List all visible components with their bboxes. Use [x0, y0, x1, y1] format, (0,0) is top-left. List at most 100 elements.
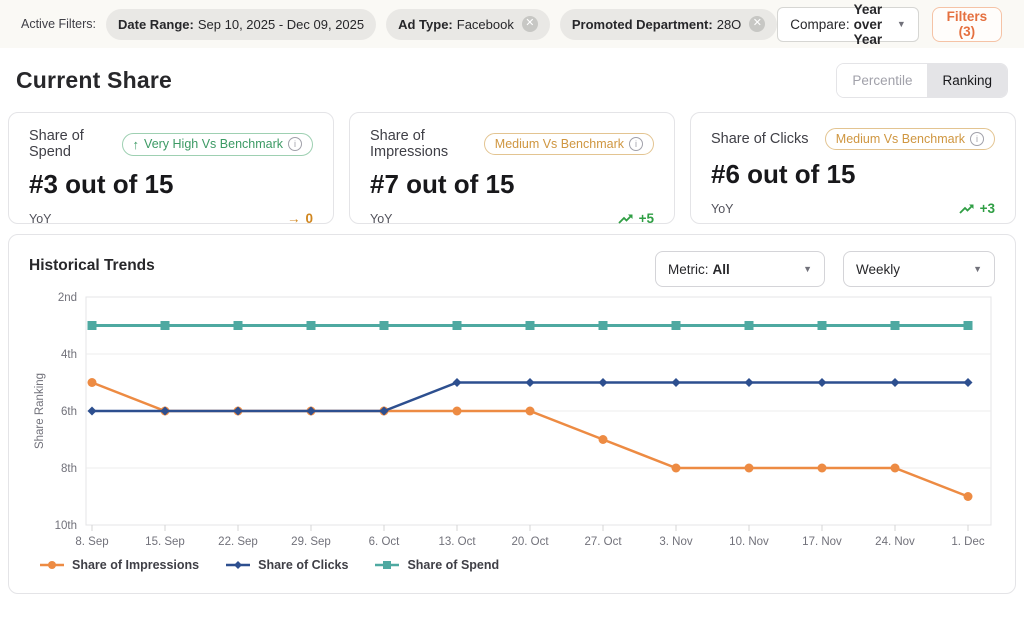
yoy-label: YoY: [370, 212, 392, 226]
info-icon[interactable]: i: [288, 137, 302, 151]
x-tick-label: 13. Oct: [438, 536, 476, 548]
close-icon[interactable]: ✕: [749, 16, 765, 32]
legend-label: Share of Impressions: [72, 558, 199, 572]
card-share-of-impressions: Share of Impressions Medium Vs Benchmark…: [349, 112, 675, 224]
filter-chips: Date Range: Sep 10, 2025 - Dec 09, 2025 …: [106, 9, 777, 40]
data-point[interactable]: [818, 321, 827, 330]
chevron-down-icon: ▼: [897, 19, 906, 29]
x-tick-label: 27. Oct: [584, 536, 622, 548]
yoy-label: YoY: [711, 202, 733, 216]
legend-marker-icon: [374, 559, 400, 571]
chip-date-range-label: Date Range:: [118, 17, 194, 32]
compare-select[interactable]: Compare: Year over Year ▼: [777, 7, 918, 42]
badge-label: Medium Vs Benchmark: [495, 137, 624, 151]
data-point[interactable]: [526, 407, 535, 416]
data-point[interactable]: [964, 492, 973, 501]
yoy-change-value: +3: [980, 201, 995, 216]
badge-label: Very High Vs Benchmark: [144, 137, 283, 151]
info-icon[interactable]: i: [970, 132, 984, 146]
arrow-right-icon: →: [287, 211, 301, 226]
data-point[interactable]: [818, 378, 827, 387]
data-point[interactable]: [891, 464, 900, 473]
current-share-header: Current Share Percentile Ranking: [0, 63, 1024, 98]
chip-ad-type[interactable]: Ad Type: Facebook ✕: [386, 9, 550, 40]
historical-trends-title: Historical Trends: [29, 257, 155, 275]
legend-item[interactable]: Share of Impressions: [39, 558, 199, 572]
compare-value: Year over Year: [854, 2, 893, 47]
x-tick-label: 10. Nov: [729, 536, 769, 548]
x-tick-label: 6. Oct: [369, 536, 400, 548]
data-point[interactable]: [88, 378, 97, 387]
legend-label: Share of Spend: [407, 558, 499, 572]
chevron-down-icon: ▼: [973, 264, 982, 274]
chip-ad-type-label: Ad Type:: [398, 17, 453, 32]
data-point[interactable]: [453, 407, 462, 416]
data-point[interactable]: [745, 464, 754, 473]
rank-value: #7 out of 15: [370, 169, 654, 200]
toggle-percentile[interactable]: Percentile: [837, 64, 927, 97]
x-tick-label: 3. Nov: [659, 536, 692, 548]
legend-marker-icon: [39, 559, 65, 571]
data-point[interactable]: [526, 321, 535, 330]
benchmark-badge[interactable]: ↑ Very High Vs Benchmark i: [122, 133, 313, 156]
metric-dropdown-label: Metric:: [668, 262, 709, 277]
metric-cards-row: Share of Spend ↑ Very High Vs Benchmark …: [8, 112, 1016, 224]
data-point[interactable]: [599, 378, 608, 387]
info-icon[interactable]: i: [629, 137, 643, 151]
benchmark-badge[interactable]: Medium Vs Benchmark i: [825, 128, 995, 150]
yoy-change: → 0: [287, 211, 313, 226]
data-point[interactable]: [526, 378, 535, 387]
data-point[interactable]: [453, 378, 462, 387]
yoy-change: +5: [618, 211, 654, 226]
benchmark-badge[interactable]: Medium Vs Benchmark i: [484, 133, 654, 155]
data-point[interactable]: [891, 321, 900, 330]
yoy-label: YoY: [29, 212, 51, 226]
chevron-down-icon: ▼: [803, 264, 812, 274]
card-share-of-clicks: Share of Clicks Medium Vs Benchmark i #6…: [690, 112, 1016, 224]
page-title: Current Share: [16, 67, 172, 94]
y-axis-label: Share Ranking: [34, 373, 46, 449]
data-point[interactable]: [964, 321, 973, 330]
data-point[interactable]: [88, 407, 97, 416]
legend-label: Share of Clicks: [258, 558, 348, 572]
period-dropdown-value: Weekly: [856, 262, 900, 277]
historical-trends-card: Historical Trends Metric: All ▼ Weekly ▼…: [8, 234, 1016, 594]
card-share-of-spend: Share of Spend ↑ Very High Vs Benchmark …: [8, 112, 334, 224]
legend-item[interactable]: Share of Spend: [374, 558, 499, 572]
close-icon[interactable]: ✕: [522, 16, 538, 32]
data-point[interactable]: [964, 378, 973, 387]
period-dropdown[interactable]: Weekly ▼: [843, 251, 995, 287]
data-point[interactable]: [234, 321, 243, 330]
chip-date-range[interactable]: Date Range: Sep 10, 2025 - Dec 09, 2025: [106, 9, 376, 40]
data-point[interactable]: [307, 321, 316, 330]
card-title: Share of Impressions: [370, 128, 484, 160]
data-point[interactable]: [599, 321, 608, 330]
data-point[interactable]: [599, 435, 608, 444]
card-title: Share of Clicks: [711, 131, 809, 147]
x-tick-label: 24. Nov: [875, 536, 915, 548]
data-point[interactable]: [745, 321, 754, 330]
yoy-change-value: +5: [639, 211, 654, 226]
y-tick-label: 2nd: [58, 292, 77, 304]
data-point[interactable]: [380, 321, 389, 330]
x-tick-label: 17. Nov: [802, 536, 842, 548]
data-point[interactable]: [818, 464, 827, 473]
data-point[interactable]: [672, 378, 681, 387]
data-point[interactable]: [672, 321, 681, 330]
data-point[interactable]: [88, 321, 97, 330]
y-tick-label: 10th: [55, 520, 77, 532]
filters-button[interactable]: Filters (3): [932, 7, 1002, 42]
chip-promoted-department[interactable]: Promoted Department: 28O ✕: [560, 9, 777, 40]
data-point[interactable]: [161, 321, 170, 330]
x-tick-label: 15. Sep: [145, 536, 185, 548]
data-point[interactable]: [672, 464, 681, 473]
chip-promoted-department-value: 28O: [717, 17, 742, 32]
data-point[interactable]: [453, 321, 462, 330]
toggle-ranking[interactable]: Ranking: [927, 64, 1007, 97]
legend-item[interactable]: Share of Clicks: [225, 558, 348, 572]
metric-dropdown[interactable]: Metric: All ▼: [655, 251, 825, 287]
data-point[interactable]: [891, 378, 900, 387]
rank-value: #6 out of 15: [711, 159, 995, 190]
rank-value: #3 out of 15: [29, 169, 313, 200]
data-point[interactable]: [745, 378, 754, 387]
